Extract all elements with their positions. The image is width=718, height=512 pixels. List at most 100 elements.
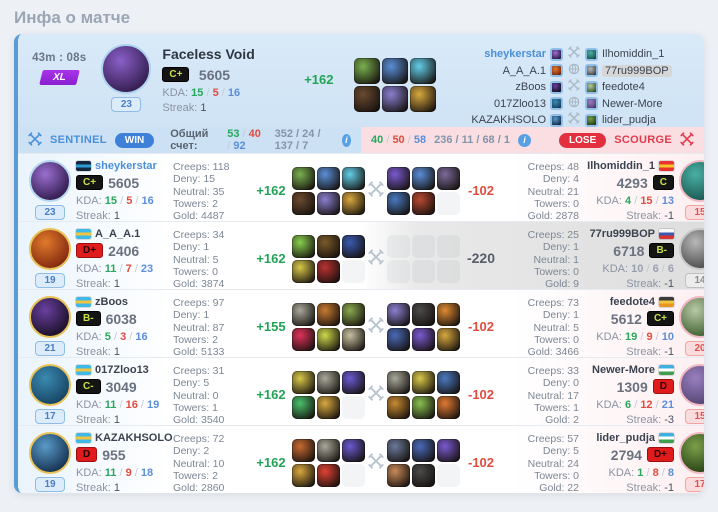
kda-line: KDA: 15 / 5 / 16 — [76, 195, 154, 207]
player-info: Ilhomiddin_1 4293 C KDA: 4 / 15 / 13 Streak:… — [579, 160, 674, 222]
level-badge: 19 — [35, 477, 65, 492]
player-name[interactable]: sheykerstar — [484, 48, 546, 61]
item-icon — [387, 439, 410, 462]
streak-line: Streak: 1 — [76, 346, 121, 358]
player-name[interactable]: 017Zloo13 — [494, 97, 546, 110]
player-info: Newer-More 1309 D KDA: 6 / 12 / 21 Streak: -… — [579, 364, 674, 426]
swords-icon — [568, 112, 580, 124]
swords-icon — [368, 385, 384, 401]
player-name-line: A_A_A.1 — [76, 228, 173, 240]
player-name[interactable]: KAZAKHSOLO — [95, 432, 173, 444]
stat-line: Creeps: 33 — [527, 365, 579, 377]
rating-delta: +155 — [256, 319, 286, 334]
player-avatar-block: 20 — [674, 296, 704, 356]
rank-line: C- 3049 — [76, 378, 173, 396]
info-icon[interactable]: i — [517, 133, 531, 147]
level-badge: 20 — [685, 341, 704, 356]
item-icon — [437, 396, 460, 419]
player-name[interactable]: Newer-More — [602, 97, 663, 110]
player-name-line: feedote4 — [579, 296, 674, 308]
item-icon — [412, 396, 435, 419]
player-name[interactable]: 77ru999BOP — [589, 228, 655, 240]
main-hero-avatar — [101, 44, 152, 94]
player-name[interactable]: Ilhomiddin_1 — [602, 48, 665, 61]
rating-delta: -102 — [467, 387, 495, 402]
player-name[interactable]: Newer-More — [592, 364, 655, 376]
rating-value: 5605 — [198, 66, 231, 83]
rating-delta-col: +155 — [250, 296, 292, 336]
player-name[interactable]: lider_pudja — [596, 432, 655, 444]
item-icon — [292, 167, 315, 190]
item-icon — [387, 371, 410, 394]
item-icon — [317, 371, 340, 394]
streak-line: Streak: 1 — [76, 414, 121, 426]
flag-icon — [659, 229, 674, 239]
player-name[interactable]: 77ru999BOP — [602, 64, 694, 77]
team-scourge-label: SCOURGE — [614, 134, 672, 146]
globe-icon — [568, 63, 580, 75]
stat-line: Neutral: 21 — [527, 185, 579, 198]
rating-delta: +162 — [304, 72, 334, 87]
matchup-row: 017Zloo13 Newer-More — [450, 96, 694, 113]
player-info: A_A_A.1 D+ 2406 KDA: 11 / 7 / 23 Streak: 1 — [76, 228, 173, 290]
player-info: 77ru999BOP 6718 B- KDA: 10 / 6 / 6 Streak: -… — [579, 228, 674, 290]
player-name[interactable]: sheykerstar — [95, 160, 157, 172]
player-name[interactable]: zBoos — [515, 81, 546, 94]
stat-line: Creeps: 31 — [173, 365, 225, 377]
level-badge: 17 — [685, 477, 704, 492]
hero-avatar — [29, 364, 71, 406]
item-icon — [342, 235, 365, 258]
kda-line: KDA: 4 / 15 / 13 — [596, 195, 674, 207]
stat-line: Deny: 5 — [173, 377, 210, 390]
player-name[interactable]: Ilhomiddin_1 — [587, 160, 655, 172]
hero-icon — [585, 97, 598, 111]
kda-line: KDA: 6 / 12 / 21 — [596, 399, 674, 411]
items-grid — [387, 167, 460, 215]
item-icon — [292, 396, 315, 419]
player-info: sheykerstar C+ 5605 KDA: 15 / 5 / 16 Streak:… — [76, 160, 173, 222]
rank-badge: D+ — [76, 243, 104, 259]
item-icon — [342, 328, 365, 351]
page-title: Инфа о матче — [14, 8, 131, 27]
player-name[interactable]: feedote4 — [602, 81, 645, 94]
level-badge: 23 — [35, 205, 65, 220]
hero-icon — [550, 64, 563, 78]
player-name-line: 017Zloo13 — [76, 364, 173, 376]
matchup-row: KAZAKHSOLO lider_pudja — [450, 112, 694, 129]
stat-line: Gold: 22 — [539, 482, 579, 493]
player-name[interactable]: 017Zloo13 — [95, 364, 149, 376]
rating-value: 3049 — [105, 378, 137, 395]
items-grid — [292, 371, 365, 419]
hero-icon — [585, 113, 598, 127]
hero-icon — [550, 47, 563, 61]
flag-icon — [76, 433, 91, 443]
rating-delta-col: -220 — [460, 228, 502, 268]
flag-icon — [76, 297, 91, 307]
stat-line: Gold: 9 — [545, 278, 579, 291]
player-name-line: zBoos — [76, 296, 173, 308]
rank-badge: D — [76, 447, 98, 463]
item-icon — [387, 167, 410, 190]
player-name[interactable]: A_A_A.1 — [95, 228, 141, 240]
player-name[interactable]: KAZAKHSOLO — [471, 114, 546, 127]
stat-line: Towers: 0 — [534, 469, 579, 482]
stat-line: Gold: 4487 — [173, 210, 225, 223]
matchup-row: sheykerstar Ilhomiddin_1 — [450, 46, 694, 63]
scourge-score: 40 / 50 / 58 — [371, 134, 427, 146]
team-sentinel-label: SENTINEL — [50, 134, 107, 146]
player-name[interactable]: lider_pudja — [602, 114, 656, 127]
rating-delta: -220 — [466, 250, 496, 266]
empty-item-slot — [437, 464, 460, 487]
player-name[interactable]: A_A_A.1 — [502, 64, 546, 77]
swords-icon — [368, 453, 384, 469]
flag-icon — [659, 433, 674, 443]
item-icon — [437, 303, 460, 326]
player-name[interactable]: zBoos — [95, 296, 128, 308]
item-icon — [412, 371, 435, 394]
item-icon — [387, 192, 410, 215]
item-icon — [387, 464, 410, 487]
player-name[interactable]: feedote4 — [609, 296, 655, 308]
info-icon[interactable]: i — [341, 133, 351, 147]
rating-delta-col: +162 — [250, 228, 292, 268]
rating-delta-col: -102 — [460, 432, 502, 472]
